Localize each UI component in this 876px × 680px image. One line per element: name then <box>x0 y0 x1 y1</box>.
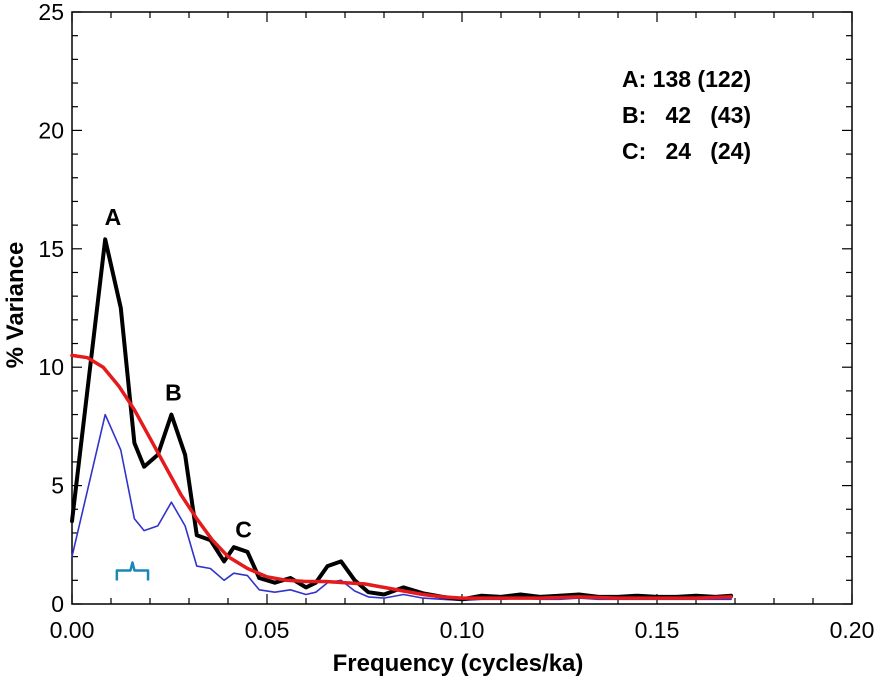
bandwidth-marker <box>115 561 150 581</box>
x-tick-label: 0.10 <box>440 617 485 643</box>
x-tick-label: 0.05 <box>245 617 290 643</box>
y-tick-label: 25 <box>38 0 64 25</box>
minor-ticks <box>71 11 853 605</box>
peak-label-b: B <box>165 379 182 405</box>
peak-label-c: C <box>235 517 252 543</box>
red-noise-fit-line <box>70 353 733 600</box>
peak-label-a: A <box>105 204 122 230</box>
tick-labels: 0.00 0.05 0.10 0.15 0.20 0 5 10 15 20 25 <box>38 0 874 643</box>
period-legend: A: 138 (122) B: 42 (43) C: 24 (24) <box>622 66 751 164</box>
spectrum-line <box>70 237 734 602</box>
legend-line-c: C: 24 (24) <box>622 138 751 164</box>
x-tick-label: 0.00 <box>50 617 95 643</box>
confidence-line <box>71 413 732 602</box>
y-tick-label: 15 <box>38 236 64 262</box>
y-tick-label: 0 <box>51 591 64 617</box>
legend-line-b: B: 42 (43) <box>622 102 751 128</box>
y-tick-label: 10 <box>38 354 64 380</box>
y-tick-label: 20 <box>38 117 64 143</box>
series-layer <box>70 237 734 602</box>
x-tick-label: 0.15 <box>635 617 680 643</box>
peak-annotations: A B C <box>105 204 252 543</box>
x-tick-label: 0.20 <box>830 617 875 643</box>
plot-frame <box>71 11 853 605</box>
legend-line-a: A: 138 (122) <box>622 66 751 92</box>
x-axis-title: Frequency (cycles/ka) <box>333 650 584 677</box>
bandwidth-bracket <box>115 561 150 581</box>
y-tick-label: 5 <box>51 473 64 499</box>
y-axis-title: % Variance <box>2 242 29 369</box>
